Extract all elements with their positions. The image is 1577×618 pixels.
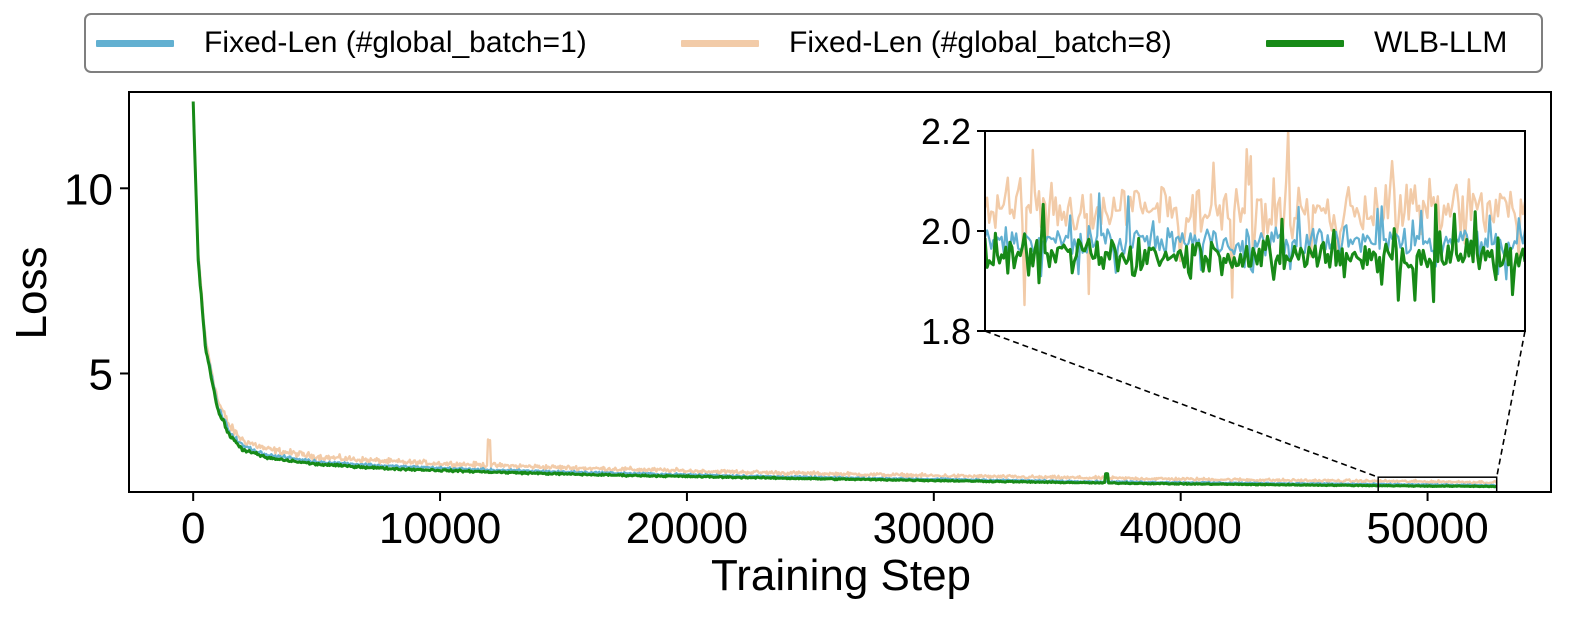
inset-y-tick-label-0: 1.8 (921, 311, 971, 352)
inset-y-tick-label-1: 2.0 (921, 211, 971, 252)
legend-swatch-wlb-llm (1266, 39, 1344, 47)
inset-plot-area: 1.8 2.0 2.2 (921, 111, 1526, 352)
x-tick-label-20000: 20000 (626, 504, 748, 553)
inset-series-group (985, 131, 1525, 307)
legend-label-wlb-llm: WLB-LLM (1374, 26, 1508, 59)
y-axis-label: Loss (7, 247, 56, 340)
x-tick-label-0: 0 (181, 504, 205, 553)
x-tick-label-40000: 40000 (1120, 504, 1242, 553)
zoom-connector-right (1495, 330, 1526, 478)
zoom-region-box (1377, 476, 1498, 493)
legend-label-fixed-len-batch-8: Fixed-Len (#global_batch=8) (789, 26, 1172, 59)
legend-label-fixed-len-batch-1: Fixed-Len (#global_batch=1) (204, 26, 587, 59)
y-tick-label-10: 10 (64, 165, 113, 214)
legend-item-fixed-len-batch-1: Fixed-Len (#global_batch=1) (96, 15, 587, 71)
series-line-fixed-len-global-batch-8 (192, 102, 1498, 485)
inset-y-tick-label-2: 2.2 (921, 111, 971, 152)
x-tick-label-50000: 50000 (1366, 504, 1488, 553)
series-line-wlb-llm (191, 101, 1498, 489)
legend-item-fixed-len-batch-8: Fixed-Len (#global_batch=8) (681, 15, 1172, 71)
x-tick-label-30000: 30000 (873, 504, 995, 553)
legend-swatch-fixed-len-batch-8 (681, 39, 759, 47)
main-plot-frame (128, 91, 1552, 493)
legend: Fixed-Len (#global_batch=1) Fixed-Len (#… (84, 13, 1543, 73)
y-tick-label-5: 5 (89, 350, 113, 399)
x-axis-label: Training Step (711, 551, 971, 600)
legend-swatch-fixed-len-batch-1 (96, 39, 174, 47)
legend-item-wlb-llm: WLB-LLM (1266, 15, 1507, 71)
x-tick-label-10000: 10000 (379, 504, 501, 553)
inset-series-line-wlb-llm (985, 202, 1525, 304)
